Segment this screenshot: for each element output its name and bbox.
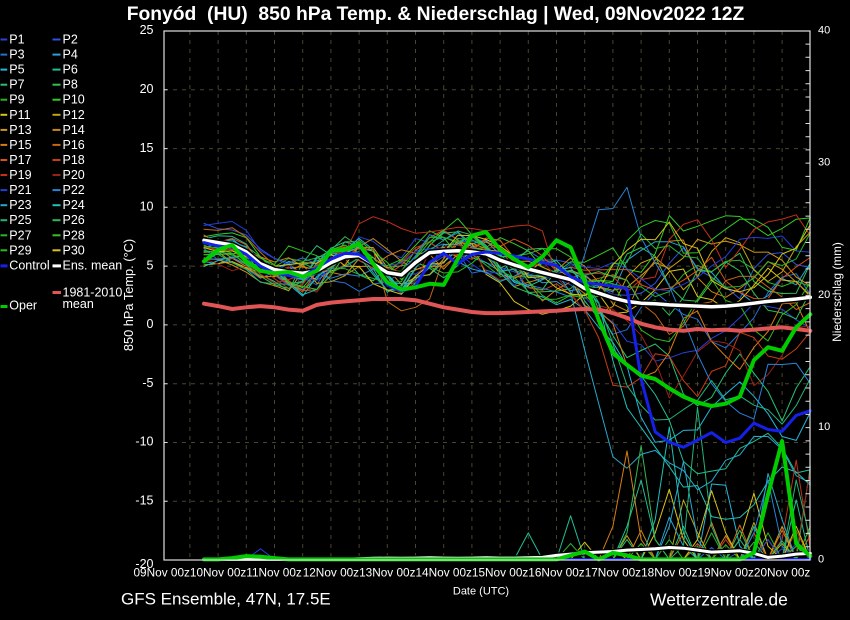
svg-text:Wetterzentrale.de: Wetterzentrale.de — [650, 590, 788, 610]
svg-text:P22: P22 — [63, 183, 85, 197]
svg-text:-15: -15 — [135, 493, 153, 507]
svg-text:12Nov 00z: 12Nov 00z — [303, 566, 359, 580]
svg-text:P15: P15 — [9, 138, 31, 152]
svg-text:10: 10 — [140, 200, 154, 214]
svg-text:P12: P12 — [63, 108, 85, 122]
svg-text:0: 0 — [818, 553, 824, 565]
svg-text:P14: P14 — [63, 123, 85, 137]
svg-text:P3: P3 — [9, 48, 24, 62]
svg-text:P30: P30 — [63, 243, 85, 257]
svg-text:19Nov 00z: 19Nov 00z — [698, 566, 754, 580]
svg-text:P10: P10 — [63, 93, 85, 107]
svg-text:14Nov 00z: 14Nov 00z — [416, 566, 472, 580]
svg-text:18Nov 00z: 18Nov 00z — [641, 566, 697, 580]
svg-text:mean: mean — [63, 297, 94, 311]
svg-text:Date (UTC): Date (UTC) — [453, 586, 509, 598]
svg-text:5: 5 — [147, 258, 154, 272]
svg-text:P23: P23 — [9, 198, 31, 212]
svg-text:10: 10 — [818, 421, 830, 433]
svg-text:P21: P21 — [9, 183, 31, 197]
svg-text:11Nov 00z: 11Nov 00z — [246, 566, 302, 580]
svg-text:P25: P25 — [9, 213, 31, 227]
svg-text:P17: P17 — [9, 153, 31, 167]
svg-text:1981-2010: 1981-2010 — [63, 286, 123, 300]
svg-text:Fonyód (HU) 850 hPa Temp. &: Fonyód (HU) 850 hPa Temp. & Niederschlag… — [127, 4, 745, 25]
svg-text:-5: -5 — [142, 376, 153, 390]
svg-text:-20: -20 — [135, 557, 153, 571]
svg-text:Oper: Oper — [9, 299, 37, 313]
svg-text:P9: P9 — [9, 93, 24, 107]
svg-text:40: 40 — [818, 24, 830, 36]
svg-text:16Nov 00z: 16Nov 00z — [528, 566, 584, 580]
svg-text:25: 25 — [140, 23, 154, 37]
svg-text:P16: P16 — [63, 138, 85, 152]
svg-text:17Nov 00z: 17Nov 00z — [585, 566, 641, 580]
svg-text:20: 20 — [818, 289, 830, 301]
svg-text:15Nov 00z: 15Nov 00z — [472, 566, 528, 580]
svg-text:850 hPa Temp. (°C): 850 hPa Temp. (°C) — [121, 239, 136, 351]
svg-text:P7: P7 — [9, 78, 24, 92]
svg-text:20: 20 — [140, 82, 154, 96]
svg-text:P1: P1 — [9, 33, 24, 47]
svg-text:P6: P6 — [63, 63, 78, 77]
svg-text:09Nov 00z: 09Nov 00z — [134, 566, 190, 580]
svg-text:P27: P27 — [9, 228, 31, 242]
svg-text:-10: -10 — [135, 435, 153, 449]
svg-text:13Nov 00z: 13Nov 00z — [359, 566, 415, 580]
svg-text:GFS Ensemble, 47N, 17.5E: GFS Ensemble, 47N, 17.5E — [121, 590, 331, 609]
svg-text:P26: P26 — [63, 213, 85, 227]
svg-text:20Nov 00z: 20Nov 00z — [754, 566, 810, 580]
svg-text:P8: P8 — [63, 78, 78, 92]
svg-text:P4: P4 — [63, 48, 78, 62]
svg-text:P5: P5 — [9, 63, 24, 77]
svg-text:10Nov 00z: 10Nov 00z — [190, 566, 246, 580]
svg-text:P13: P13 — [9, 123, 31, 137]
svg-text:15: 15 — [140, 141, 154, 155]
svg-text:30: 30 — [818, 157, 830, 169]
svg-text:P18: P18 — [63, 153, 85, 167]
svg-text:0: 0 — [147, 317, 154, 331]
svg-text:P20: P20 — [63, 168, 85, 182]
svg-text:Control: Control — [9, 258, 49, 272]
svg-text:Ens. mean: Ens. mean — [63, 258, 123, 272]
svg-text:P28: P28 — [63, 228, 85, 242]
svg-text:P29: P29 — [9, 243, 31, 257]
svg-text:P24: P24 — [63, 198, 85, 212]
svg-text:P2: P2 — [63, 33, 78, 47]
svg-text:Niederschlag (mm): Niederschlag (mm) — [830, 242, 844, 342]
svg-text:P11: P11 — [9, 108, 30, 122]
svg-text:P19: P19 — [9, 168, 31, 182]
